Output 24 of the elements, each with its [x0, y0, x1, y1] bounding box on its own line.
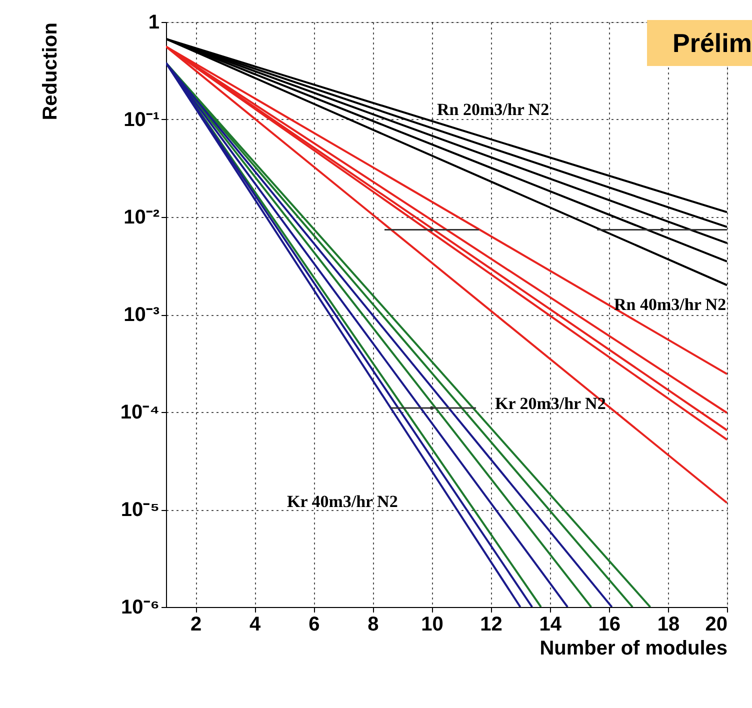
x-tick-label: 8 — [368, 614, 379, 636]
annotation: Prélim — [672, 28, 752, 58]
x-axis-title: Number of modules — [540, 638, 728, 660]
y-tick-label: 10⁻⁶ — [121, 596, 160, 618]
x-tick-label: 10 — [421, 614, 444, 636]
x-tick-label: 4 — [250, 614, 262, 636]
x-tick-label: 2 — [190, 614, 202, 636]
x-tick-label: 14 — [539, 614, 562, 636]
y-tick-label: 10⁻³ — [124, 304, 160, 326]
y-tick-label: 10⁻⁵ — [120, 499, 160, 521]
annotation: Kr 40m3/hr N2 — [287, 492, 398, 511]
annotation: Kr 20m3/hr N2 — [495, 394, 606, 413]
y-tick-label: 10⁻² — [124, 206, 160, 228]
y-tick-label: 1 — [148, 12, 160, 34]
annotation: Rn 20m3/hr N2 — [437, 100, 550, 119]
x-tick-label: 20 — [705, 614, 728, 636]
y-tick-label: 10⁻⁴ — [120, 402, 160, 424]
y-tick-label: 10⁻¹ — [124, 109, 160, 131]
x-tick-label: 16 — [598, 614, 621, 636]
x-tick-label: 12 — [480, 614, 502, 636]
x-tick-label: 18 — [657, 614, 680, 636]
y-axis-title: Reduction — [39, 22, 62, 120]
annotation: Rn 40m3/hr N2 — [614, 295, 726, 314]
x-tick-label: 6 — [308, 614, 320, 636]
